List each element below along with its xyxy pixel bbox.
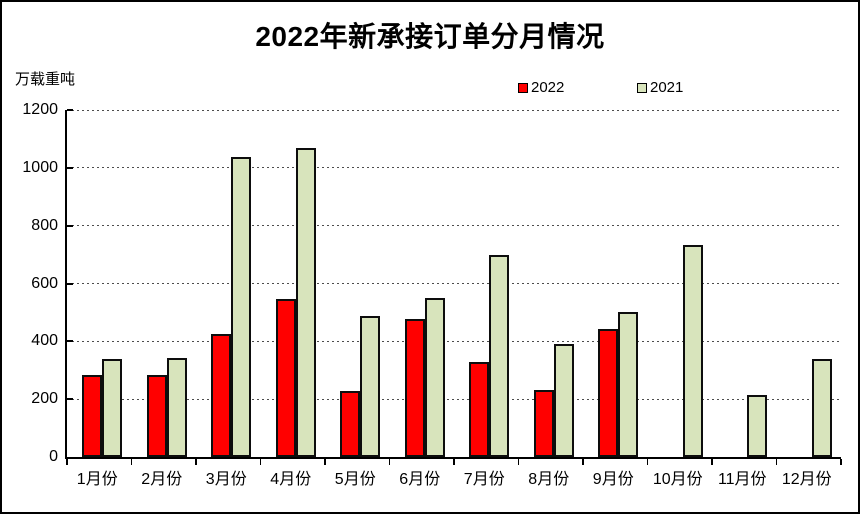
y-axis-label-0: 0 [49,448,58,465]
x-tick-10 [711,459,713,465]
bar-2021-7月份 [489,254,509,457]
y-tick-800 [67,224,73,227]
bar-2021-12月份 [811,358,832,457]
gridline-200 [67,398,841,400]
y-axis-unit-label: 万载重吨 [15,71,76,88]
gridline-1000 [67,167,841,169]
y-tick-400 [67,340,73,343]
bar-2021-4月份 [295,148,316,457]
x-tick-4 [324,459,326,465]
legend-label-2021: 2021 [650,79,684,96]
x-tick-5 [388,459,390,465]
x-tick-1 [130,459,132,465]
y-axis-label-200: 200 [31,390,58,408]
y-axis-label-600: 600 [31,274,58,292]
bar-2022-4月份 [275,299,296,457]
x-axis-label-5月份: 5月份 [334,471,376,488]
x-axis-label-12月份: 12月份 [781,471,832,488]
y-axis-label-1000: 1000 [22,158,58,176]
x-axis-label-7月份: 7月份 [463,471,505,488]
x-axis-label-4月份: 4月份 [270,471,312,488]
x-tick-11 [775,459,777,465]
y-tick-600 [67,282,73,285]
y-tick-200 [67,398,73,401]
bar-2021-2月份 [166,357,187,457]
gridline-1200 [67,109,841,111]
x-axis-label-10月份: 10月份 [652,471,703,488]
x-axis-label-3月份: 3月份 [205,471,247,488]
y-axis-label-400: 400 [31,332,58,350]
x-axis-label-2月份: 2月份 [141,471,183,488]
x-tick-3 [259,459,261,465]
x-tick-8 [582,459,584,465]
bar-2022-9月份 [598,329,618,457]
x-tick-7 [517,459,519,465]
plot-area [65,109,842,465]
bar-2022-7月份 [469,362,489,457]
bar-2021-10月份 [682,245,703,457]
x-tick-9 [646,459,648,465]
x-axis-label-1月份: 1月份 [76,471,118,488]
bar-2021-9月份 [618,311,638,457]
bar-2022-8月份 [533,390,554,457]
bar-2022-2月份 [146,374,167,457]
bar-2022-3月份 [211,333,231,457]
bar-2021-3月份 [231,156,251,457]
chart-title: 2022年新承接订单分月情况 [255,21,605,52]
y-axis-label-800: 800 [31,216,58,234]
bar-2021-6月份 [424,297,445,457]
legend-swatch-2022 [518,82,528,93]
gridline-600 [67,283,841,284]
bar-2021-1月份 [102,358,122,457]
y-tick-1000 [67,166,73,169]
bar-2021-11月份 [747,394,767,457]
x-axis-label-6月份: 6月份 [399,471,441,488]
legend-swatch-2021 [637,82,647,93]
x-tick-0 [66,459,68,465]
gridline-400 [67,340,841,342]
gridline-800 [67,225,841,227]
x-tick-6 [453,459,455,465]
bar-2022-1月份 [82,374,102,457]
y-axis-label-1200: 1200 [22,101,58,118]
x-axis-label-11月份: 11月份 [717,471,767,488]
x-tick-2 [195,459,197,465]
bar-2022-6月份 [404,319,425,457]
bar-2021-5月份 [360,315,380,457]
y-tick-1200 [67,109,73,111]
legend-item-2022: 2022 [518,79,564,96]
x-axis-label-8月份: 8月份 [528,471,570,488]
bar-2022-5月份 [340,390,360,457]
legend-item-2021: 2021 [637,79,683,96]
bar-2021-8月份 [553,344,574,457]
x-axis-label-9月份: 9月份 [592,471,634,488]
x-tick-12 [840,459,842,465]
legend-label-2022: 2022 [531,79,565,96]
